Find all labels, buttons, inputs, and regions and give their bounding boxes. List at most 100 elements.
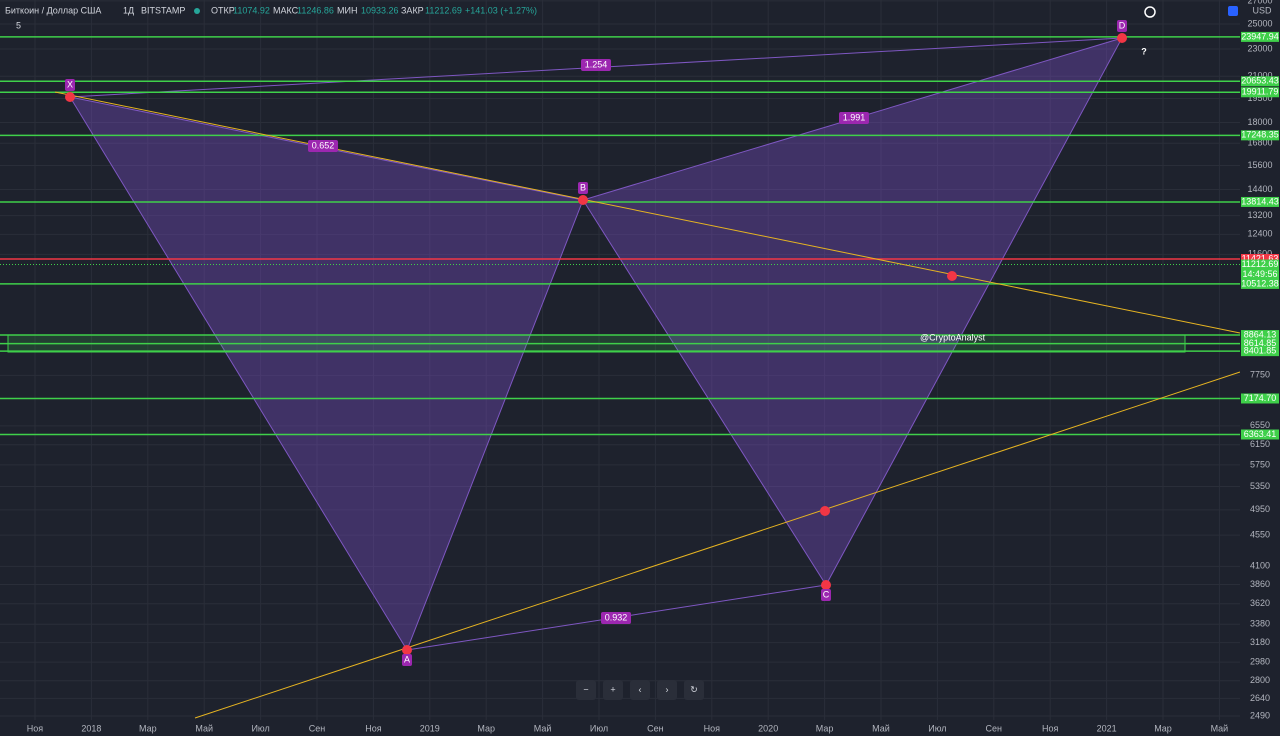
indicator-count[interactable]: 5 xyxy=(16,20,21,30)
price-tick-label: 27000 xyxy=(1247,0,1272,5)
interval: 1Д xyxy=(123,5,134,15)
pivot-label: X xyxy=(67,79,73,89)
price-tick-label: 3860 xyxy=(1250,579,1270,589)
time-label: 2018 xyxy=(81,723,101,733)
price-tick-label: 3620 xyxy=(1250,598,1270,608)
level-tag xyxy=(1241,330,1279,341)
level-tag xyxy=(1241,31,1279,42)
ohlc-value: 11246.86 xyxy=(297,5,334,15)
time-label: Ноя xyxy=(1042,723,1059,733)
ohlc-value: 10933.26 xyxy=(361,5,399,15)
time-label: 2021 xyxy=(1097,723,1117,733)
trendline-lower xyxy=(194,371,1241,719)
ratio-tag xyxy=(839,112,869,124)
ratio-label: 0.652 xyxy=(312,140,335,150)
ratio-tag xyxy=(581,59,611,71)
price-tick-label: 25000 xyxy=(1247,18,1272,28)
ratio-label: 0.932 xyxy=(605,612,628,622)
ohlc-label: МАКС xyxy=(273,5,299,15)
exchange: BITSTAMP xyxy=(141,5,185,15)
level-label: 6363.41 xyxy=(1244,429,1277,439)
clock-icon[interactable] xyxy=(1144,6,1156,18)
level-tag xyxy=(1241,429,1279,440)
level-label: 17248.35 xyxy=(1241,130,1279,140)
price-tick-label: 12400 xyxy=(1247,229,1272,239)
pivot-tag xyxy=(402,654,412,666)
header: Биткоин / Доллар США 1Д BITSTAMP ОТКР11074.… xyxy=(5,5,537,30)
price-tick-label: 3380 xyxy=(1250,619,1270,629)
level-tag xyxy=(1241,196,1279,207)
ohlc-label: МИН xyxy=(337,5,357,15)
level-label: 20653.43 xyxy=(1241,76,1279,86)
settings-icon[interactable] xyxy=(1228,6,1238,16)
time-label: Мар xyxy=(816,723,834,733)
status-dot xyxy=(194,8,200,14)
level-label: 7174.70 xyxy=(1244,393,1277,403)
ratio-tag xyxy=(308,140,338,152)
toolbar-icon[interactable]: ↻ xyxy=(690,684,698,694)
price-tick-label: 4100 xyxy=(1250,561,1270,571)
pivot-label: D xyxy=(1119,20,1126,30)
time-label: Июл xyxy=(251,723,269,733)
price-tick-label: 11600 xyxy=(1248,249,1272,259)
time-label: Май xyxy=(195,723,213,733)
toolbar-icon[interactable]: − xyxy=(583,684,588,694)
trend-touch-dot xyxy=(820,506,830,516)
price-tick-label: 15600 xyxy=(1247,160,1272,170)
toolbar-button[interactable] xyxy=(684,680,704,700)
resistance-label: 11421.63 xyxy=(1242,253,1279,263)
question-mark: ? xyxy=(1141,46,1147,56)
time-label: Мар xyxy=(477,723,495,733)
time-label: Ноя xyxy=(365,723,382,733)
price-tick-label: 2640 xyxy=(1250,693,1270,703)
level-tag xyxy=(1241,338,1279,349)
time-label: Сен xyxy=(309,723,326,733)
toolbar-button[interactable] xyxy=(657,680,677,700)
last-price-label: 11212.69 xyxy=(1242,259,1279,269)
countdown: 14:49:56 xyxy=(1242,269,1277,279)
level-tag xyxy=(1241,346,1279,357)
time-axis xyxy=(0,720,1240,736)
pivot-tag xyxy=(65,79,75,91)
toolbar-button[interactable] xyxy=(630,680,650,700)
pattern-points: X A B C D 1.254 0.652 1.991 0.932 xyxy=(65,20,1127,666)
last-price-tag xyxy=(1241,259,1279,280)
pivot-tag xyxy=(578,182,588,194)
level-label: 10512.38 xyxy=(1241,278,1279,288)
pivot-tag xyxy=(821,589,831,601)
toolbar: − + ‹ › ↻ xyxy=(576,680,704,700)
time-label: Мар xyxy=(139,723,157,733)
toolbar-icon[interactable]: + xyxy=(610,684,615,694)
time-label: Мар xyxy=(1154,723,1172,733)
price-tick-label: 7750 xyxy=(1250,370,1270,380)
toolbar-button[interactable] xyxy=(576,680,596,700)
breakout-dot xyxy=(947,271,957,281)
ohlc-value: 11212.69 xyxy=(425,5,462,15)
trendline-upper xyxy=(54,91,1241,334)
price-tick-label: 2800 xyxy=(1250,675,1270,685)
toolbar-icon[interactable]: › xyxy=(666,684,669,694)
level-label: 13814.43 xyxy=(1241,196,1279,206)
price-tick-label: 16800 xyxy=(1247,138,1272,148)
level-label: 19911.79 xyxy=(1242,87,1279,97)
price-tick-label: 18000 xyxy=(1247,117,1272,127)
level-label: 8864.13 xyxy=(1244,329,1277,339)
time-label: 2020 xyxy=(758,723,778,733)
price-tick-label: 3180 xyxy=(1250,637,1270,647)
change: +141.03 (+1.27%) xyxy=(465,5,537,15)
ohlc-value: 11074.92 xyxy=(233,5,270,15)
time-label: Ноя xyxy=(704,723,721,733)
time-label: Май xyxy=(872,723,890,733)
time-label: Июл xyxy=(928,723,946,733)
ratio-tag xyxy=(601,612,631,624)
time-label: Май xyxy=(1211,723,1229,733)
toolbar-button[interactable] xyxy=(603,680,623,700)
watermark: @CryptoAnalyst xyxy=(920,332,986,342)
toolbar-icon[interactable]: ‹ xyxy=(639,684,642,694)
pivot-dot xyxy=(402,645,412,655)
price-tick-label: 4950 xyxy=(1250,504,1270,514)
price-tick-label: 6550 xyxy=(1250,420,1270,430)
time-label: Сен xyxy=(647,723,664,733)
level-tag xyxy=(1241,130,1279,141)
